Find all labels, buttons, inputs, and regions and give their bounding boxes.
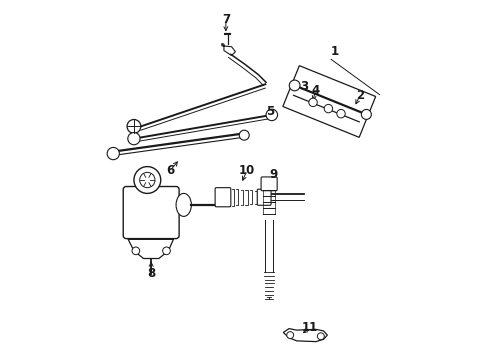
Circle shape <box>318 333 324 340</box>
Ellipse shape <box>176 193 192 216</box>
Text: 10: 10 <box>239 164 255 177</box>
Text: 2: 2 <box>356 89 364 102</box>
Polygon shape <box>222 44 235 55</box>
Circle shape <box>163 247 171 255</box>
FancyBboxPatch shape <box>261 177 277 191</box>
Circle shape <box>324 104 333 113</box>
Text: 3: 3 <box>300 80 308 93</box>
Circle shape <box>289 80 300 91</box>
Text: 1: 1 <box>331 45 339 58</box>
Circle shape <box>309 98 317 107</box>
FancyBboxPatch shape <box>123 186 179 239</box>
Polygon shape <box>283 329 327 342</box>
Circle shape <box>127 120 141 133</box>
Circle shape <box>239 130 249 140</box>
FancyBboxPatch shape <box>215 188 231 207</box>
Text: 7: 7 <box>222 13 230 26</box>
Text: 5: 5 <box>266 104 274 118</box>
Circle shape <box>362 109 371 120</box>
Text: 8: 8 <box>147 267 155 280</box>
Circle shape <box>128 132 140 145</box>
Circle shape <box>266 109 277 121</box>
Circle shape <box>140 172 155 188</box>
Circle shape <box>132 247 140 255</box>
Text: 9: 9 <box>270 168 278 181</box>
FancyBboxPatch shape <box>257 189 271 205</box>
Text: 11: 11 <box>302 321 318 334</box>
Circle shape <box>287 332 294 338</box>
Circle shape <box>134 167 161 193</box>
Circle shape <box>107 148 120 160</box>
Circle shape <box>337 109 345 118</box>
Text: 4: 4 <box>312 84 320 96</box>
Text: 6: 6 <box>166 164 174 177</box>
